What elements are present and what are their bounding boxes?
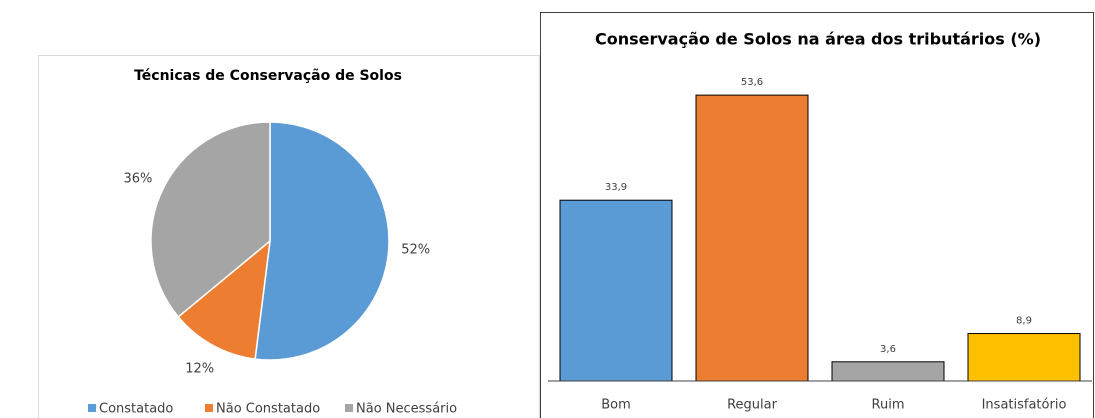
pie-slice xyxy=(177,239,271,360)
x-tick-label: Regular xyxy=(727,398,778,413)
pie-slice xyxy=(150,121,271,318)
legend-label: Não Necessário xyxy=(356,402,457,417)
bar xyxy=(831,361,945,382)
bar xyxy=(967,333,1081,382)
pie-label: 36% xyxy=(123,171,152,186)
x-tick-label: Ruim xyxy=(872,398,905,413)
legend-swatch xyxy=(205,404,213,412)
bar-value-label: 8,9 xyxy=(1016,316,1032,327)
pie-title: Técnicas de Conservação de Solos xyxy=(134,68,402,84)
bar xyxy=(695,94,809,382)
legend-swatch xyxy=(88,404,96,412)
x-tick-label: Insatisfatório xyxy=(982,398,1067,413)
bar-value-label: 53,6 xyxy=(741,77,763,88)
legend-label: Constatado xyxy=(99,402,173,417)
pie-label: 12% xyxy=(185,361,214,376)
bar xyxy=(559,199,673,382)
bar-title: Conservação de Solos na área dos tributá… xyxy=(595,30,1041,49)
pie-slice xyxy=(254,121,390,361)
legend-label: Não Constatado xyxy=(216,402,320,417)
x-tick-label: Bom xyxy=(601,398,631,413)
legend-swatch xyxy=(345,404,353,412)
bar-value-label: 33,9 xyxy=(605,182,627,193)
bar-value-label: 3,6 xyxy=(880,344,896,355)
pie-label: 52% xyxy=(401,243,430,258)
